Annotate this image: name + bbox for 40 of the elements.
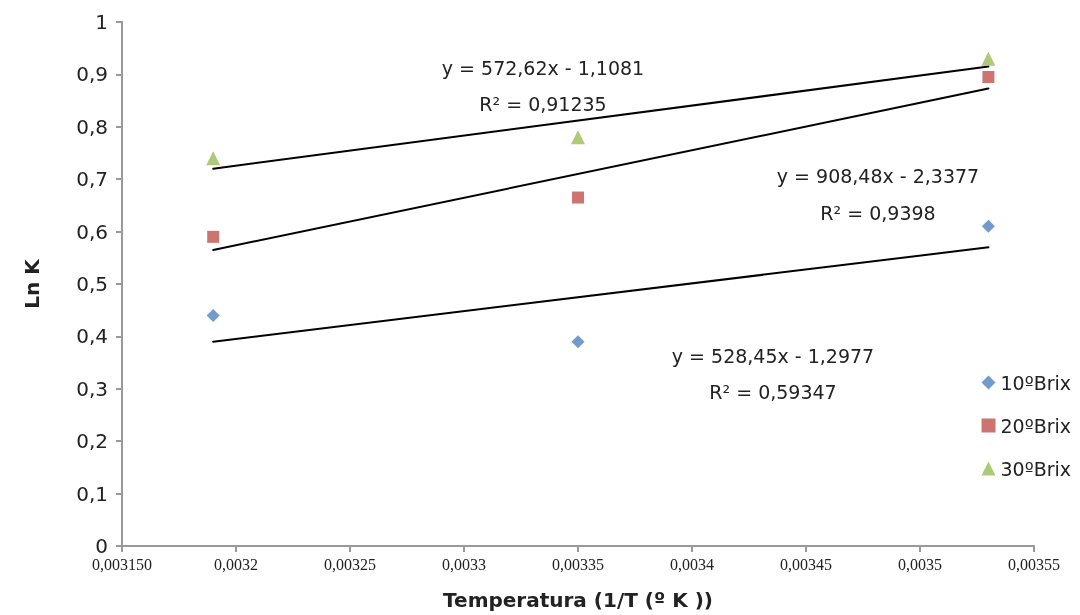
point xyxy=(571,130,585,145)
annotation: y = 908,48x - 2,3377 xyxy=(776,165,980,187)
x-tick-label: 0,0032 xyxy=(214,555,258,573)
y-tick-label: 0,6 xyxy=(76,219,108,244)
x-tick-label: 0,00325 xyxy=(324,555,376,573)
x-tick-label: 0,0033 xyxy=(442,555,486,573)
annotation: R² = 0,91235 xyxy=(479,93,607,115)
y-tick-label: 0,3 xyxy=(76,376,108,401)
legend-label: 20ºBrix xyxy=(1000,414,1071,437)
x-axis-title: Temperatura (1/T (º K )) xyxy=(443,588,713,612)
y-tick-label: 0,1 xyxy=(76,481,108,506)
point xyxy=(571,335,585,349)
legend-label: 30ºBrix xyxy=(1000,457,1071,480)
annotation: y = 572,62x - 1,1081 xyxy=(441,57,645,79)
y-tick-label: 0,7 xyxy=(76,167,108,192)
y-tick-label: 0,4 xyxy=(76,324,108,349)
point xyxy=(981,51,996,66)
x-tick-label: 0,0034 xyxy=(670,555,714,573)
x-tick-label: 0,00335 xyxy=(552,555,604,573)
point xyxy=(207,230,220,243)
point xyxy=(981,219,995,233)
annotation: R² = 0,59347 xyxy=(709,381,837,403)
x-tick-label: 0,003150 xyxy=(92,555,152,573)
y-tick-label: 0,2 xyxy=(76,429,108,454)
legend-label: 10ºBrix xyxy=(1000,371,1071,394)
y-tick-label: 0,8 xyxy=(76,114,108,139)
annotation: y = 528,45x - 1,2977 xyxy=(671,345,875,367)
point xyxy=(572,191,584,204)
y-tick-label: 0,9 xyxy=(76,62,108,87)
x-tick-label: 0,00345 xyxy=(780,555,832,573)
annotation: R² = 0,9398 xyxy=(820,202,936,224)
point xyxy=(206,151,221,166)
y-axis-title: Ln K xyxy=(20,257,44,309)
y-tick-label: 1 xyxy=(95,10,108,34)
point xyxy=(206,308,220,322)
x-tick-label: 0,00355 xyxy=(1008,555,1060,573)
y-tick-label: 0 xyxy=(95,534,108,558)
x-tick-label: 0,0035 xyxy=(898,555,942,573)
point xyxy=(982,71,995,84)
y-tick-label: 0,5 xyxy=(76,272,108,296)
